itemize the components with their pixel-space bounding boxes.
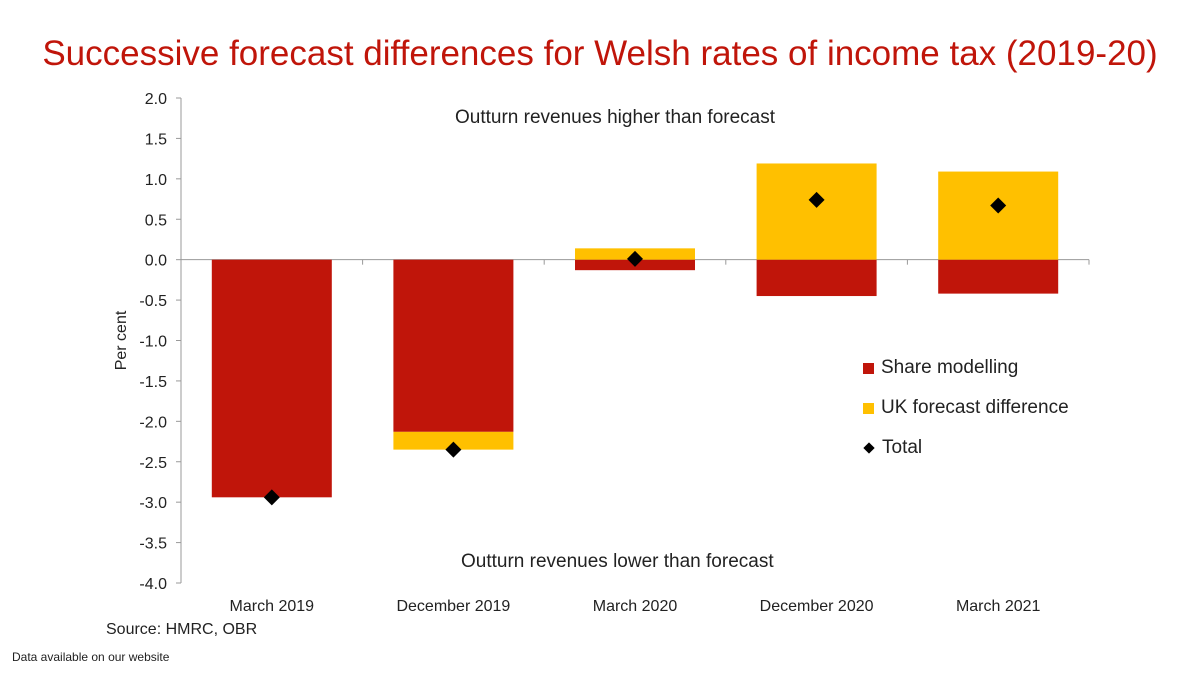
- total-marker-4: [990, 197, 1007, 214]
- legend: Share modelling UK forecast difference T…: [863, 348, 1069, 468]
- labels-layer: 2.0 1.5 1.0 0.5 0.0 -0.5 -1.0 -1.5 -2.0 -2.5 -3.0 -…: [113, 91, 1041, 615]
- y-tick-label: -2.0: [139, 414, 167, 431]
- legend-label-share-modelling: Share modelling: [881, 357, 1019, 378]
- total-marker-1: [445, 441, 462, 458]
- y-tick-label: -2.5: [139, 455, 167, 472]
- y-tick-label: -1.5: [139, 374, 167, 391]
- total-marker-3: [808, 191, 825, 208]
- legend-swatch-uk-forecast: [863, 402, 874, 414]
- markers-layer: [263, 191, 1007, 506]
- bar-share-modelling-0: [211, 259, 332, 498]
- chart-title: Successive forecast differences for Wels…: [42, 34, 1158, 73]
- annotation-higher: Outturn revenues higher than forecast: [455, 107, 776, 128]
- data-availability-note: Data available on our website: [12, 650, 170, 664]
- y-tick-label: 0.5: [145, 212, 167, 229]
- y-tick-label: -4.0: [139, 576, 167, 593]
- y-axis-title: Per cent: [113, 310, 130, 370]
- legend-label-total: Total: [882, 437, 923, 458]
- y-tick-label: -3.5: [139, 536, 167, 553]
- bar-share-modelling-4: [938, 259, 1059, 294]
- x-tick-label: March 2021: [956, 598, 1041, 615]
- y-tick-label: 0.0: [145, 253, 167, 270]
- y-tick-label: -1.0: [139, 334, 167, 351]
- total-marker-0: [263, 489, 280, 506]
- bar-share-modelling-1: [393, 259, 514, 432]
- x-tick-label: December 2019: [396, 598, 510, 615]
- bar-share-modelling-3: [756, 259, 877, 297]
- x-tick-label: March 2020: [593, 598, 678, 615]
- bar-uk-forecast-3: [756, 163, 877, 260]
- source-note: Source: HMRC, OBR: [106, 621, 258, 638]
- y-tick-label: -0.5: [139, 293, 167, 310]
- legend-item-share-modelling: Share modelling: [863, 348, 1069, 388]
- bar-uk-forecast-4: [938, 171, 1059, 260]
- legend-label-uk-forecast: UK forecast difference: [881, 397, 1069, 418]
- bars-layer: [211, 163, 1059, 498]
- legend-swatch-share-modelling: [863, 362, 874, 374]
- y-tick-label: -3.0: [139, 495, 167, 512]
- y-tick-label: 1.5: [145, 131, 167, 148]
- total-marker-2: [627, 250, 643, 267]
- legend-item-total: Total: [863, 428, 1069, 468]
- x-tick-label: March 2019: [230, 598, 315, 615]
- x-tick-label: December 2020: [760, 598, 874, 615]
- y-tick-label: 1.0: [145, 172, 167, 189]
- legend-item-uk-forecast: UK forecast difference: [863, 388, 1069, 428]
- y-tick-label: 2.0: [145, 91, 167, 108]
- bar-uk-forecast-1: [393, 431, 514, 450]
- annotation-lower: Outturn revenues lower than forecast: [461, 551, 774, 572]
- legend-marker-total: [863, 442, 875, 454]
